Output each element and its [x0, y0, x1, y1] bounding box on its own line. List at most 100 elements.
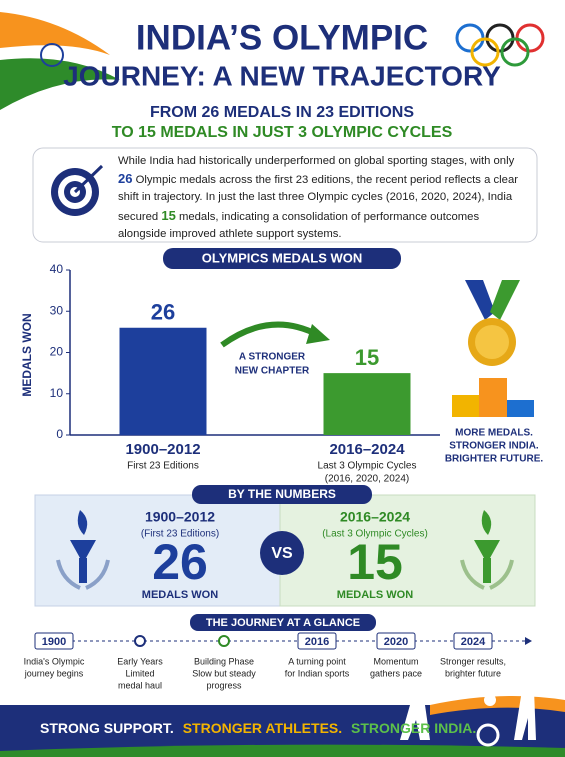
decoration: [400, 698, 430, 740]
intro-part: Olympic medals across the first 23 editi…: [118, 174, 518, 223]
y-tick-label: 0: [56, 427, 63, 441]
value-label: 26: [151, 300, 175, 325]
torch-green: [460, 510, 514, 590]
decoration: [485, 23, 515, 53]
decoration: [452, 395, 479, 417]
flag-saffron: [0, 12, 110, 55]
timeline-text: Slow but steady: [192, 668, 256, 678]
vs-circle: [260, 531, 304, 575]
footer-part: STRONGER INDIA.: [351, 720, 476, 736]
section-title: THE JOURNEY AT A GLANCE: [206, 617, 360, 629]
timeline-year: 2024: [461, 636, 486, 648]
category-note: Last 3 Olympic Cycles: [318, 461, 417, 472]
decoration: [522, 676, 534, 688]
timeline-text: gathers pace: [370, 668, 422, 678]
intro-box: [32, 147, 538, 243]
decoration: [474, 540, 500, 558]
decoration: [489, 559, 514, 590]
decoration: [476, 723, 500, 747]
y-tick-label: 30: [50, 303, 64, 317]
decoration: [77, 510, 88, 535]
decoration: [507, 400, 534, 417]
decoration: [465, 280, 495, 320]
footer-part: STRONGER ATHLETES.: [183, 720, 342, 736]
timeline-text: A turning point: [288, 656, 346, 666]
torch-blue: [56, 510, 110, 590]
intro-highlight: 26: [118, 171, 133, 187]
intro-text: While India had historically underperfor…: [118, 153, 528, 243]
athletes: [400, 676, 536, 747]
arrow-head: [306, 324, 330, 344]
value-label: 15: [355, 345, 379, 370]
decoration: [500, 37, 530, 67]
target-icon: [51, 164, 104, 216]
timeline-text: Early Years: [117, 656, 163, 666]
panel-period: 1900–2012: [145, 509, 215, 525]
decoration: [514, 690, 536, 740]
decoration: [483, 558, 491, 583]
section-pill: [190, 614, 376, 631]
decoration: [481, 510, 492, 535]
arrow: [220, 321, 320, 348]
annotation: NEW CHAPTER: [235, 366, 310, 377]
footer-part: STRONG SUPPORT.: [40, 720, 174, 736]
section-title: BY THE NUMBERS: [228, 487, 336, 501]
vs-text: VS: [271, 545, 293, 562]
decoration: [479, 378, 507, 417]
footer-text: STRONG SUPPORT. STRONGER ATHLETES. STRON…: [40, 720, 476, 736]
panel-note: (First 23 Editions): [141, 529, 219, 540]
chart-title: OLYMPICS MEDALS WON: [202, 250, 363, 265]
timeline-year: 2020: [384, 636, 408, 648]
bar: [323, 373, 411, 435]
title: JOURNEY: A NEW TRAJECTORY: [63, 60, 501, 91]
intro-part: While India had historically underperfor…: [118, 155, 515, 167]
timeline-text: India's Olympic: [24, 656, 85, 666]
y-tick-label: 10: [50, 386, 64, 400]
subtitle: TO 15 MEDALS IN JUST 3 OLYMPIC CYCLES: [112, 124, 453, 141]
panel-period: 2016–2024: [340, 509, 410, 525]
x-tick-label: 2016–2024: [329, 441, 405, 458]
decoration: [455, 23, 485, 53]
panel-label: MEDALS WON: [337, 589, 413, 601]
y-axis-label: MEDALS WON: [20, 313, 34, 396]
intro-part: medals, indicating a consolidation of pe…: [118, 210, 480, 240]
decoration: [515, 23, 545, 53]
chakra: [40, 43, 64, 67]
timeline-year: 1900: [42, 636, 66, 648]
panel-value: 15: [347, 534, 403, 590]
subtitle: FROM 26 MEDALS IN 23 EDITIONS: [150, 104, 414, 121]
decoration: [460, 559, 485, 590]
side-text: MORE MEDALS.: [455, 428, 533, 439]
intro-highlight: 15: [161, 207, 176, 223]
footer-swoosh: [0, 744, 565, 757]
olympic-rings: [455, 23, 545, 67]
decoration: [73, 164, 104, 194]
timeline-text: journey begins: [24, 668, 84, 678]
y-tick-label: 20: [50, 345, 64, 359]
timeline-text: for Indian sports: [285, 668, 350, 678]
x-tick-label: 1900–2012: [125, 441, 200, 458]
side-text: STRONGER INDIA.: [449, 441, 539, 452]
section-pill: [192, 485, 372, 504]
y-tick-label: 40: [50, 262, 64, 276]
bar: [119, 327, 207, 435]
decoration: [79, 558, 87, 583]
timeline-arrow: [525, 637, 532, 645]
title: INDIA’S OLYMPIC: [136, 18, 428, 57]
medal-icon: [465, 280, 520, 366]
podium-icon: [452, 378, 534, 417]
category-note: (2016, 2020, 2024): [325, 474, 410, 485]
timeline-text: Momentum: [373, 656, 418, 666]
decoration: [470, 37, 500, 67]
flag-green: [0, 58, 120, 110]
decoration: [484, 694, 496, 706]
timeline-dot: [134, 635, 146, 647]
timeline-text: medal haul: [118, 680, 162, 690]
timeline-text: Building Phase: [194, 656, 254, 666]
panel-note: (Last 3 Olympic Cycles): [322, 529, 428, 540]
decoration: [56, 559, 81, 590]
timeline-marker-box: [297, 632, 337, 650]
decoration: [85, 559, 110, 590]
